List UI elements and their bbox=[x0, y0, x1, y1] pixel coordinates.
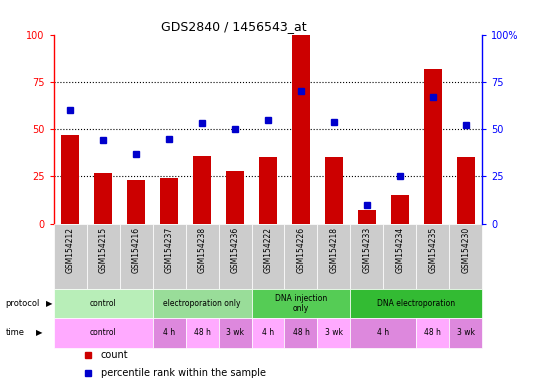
Bar bbox=[317, 223, 351, 289]
Bar bbox=[457, 157, 475, 223]
Bar bbox=[219, 318, 251, 348]
Bar bbox=[251, 223, 285, 289]
Bar bbox=[416, 318, 449, 348]
Text: control: control bbox=[90, 328, 116, 338]
Bar bbox=[54, 318, 153, 348]
Title: GDS2840 / 1456543_at: GDS2840 / 1456543_at bbox=[161, 20, 307, 33]
Text: GSM154222: GSM154222 bbox=[264, 227, 272, 273]
Bar bbox=[185, 318, 219, 348]
Bar bbox=[325, 157, 343, 223]
Text: 3 wk: 3 wk bbox=[457, 328, 475, 338]
Text: 3 wk: 3 wk bbox=[226, 328, 244, 338]
Bar bbox=[292, 35, 310, 223]
Bar bbox=[351, 223, 383, 289]
Text: GSM154237: GSM154237 bbox=[165, 227, 174, 273]
Text: ▶: ▶ bbox=[46, 299, 52, 308]
Bar bbox=[351, 289, 482, 318]
Bar bbox=[358, 210, 376, 223]
Text: 48 h: 48 h bbox=[425, 328, 441, 338]
Text: electroporation only: electroporation only bbox=[163, 299, 241, 308]
Bar bbox=[193, 156, 211, 223]
Text: GSM154235: GSM154235 bbox=[428, 227, 437, 273]
Text: 48 h: 48 h bbox=[193, 328, 211, 338]
Text: GSM154212: GSM154212 bbox=[65, 227, 75, 273]
Bar bbox=[54, 223, 87, 289]
Text: protocol: protocol bbox=[5, 299, 40, 308]
Text: GSM154230: GSM154230 bbox=[461, 227, 471, 273]
Bar bbox=[383, 223, 416, 289]
Bar bbox=[54, 289, 153, 318]
Bar bbox=[424, 69, 442, 223]
Text: DNA injection
only: DNA injection only bbox=[275, 294, 327, 313]
Bar bbox=[351, 318, 416, 348]
Bar bbox=[251, 289, 351, 318]
Text: 4 h: 4 h bbox=[262, 328, 274, 338]
Text: ▶: ▶ bbox=[36, 328, 43, 338]
Bar bbox=[127, 180, 145, 223]
Bar bbox=[153, 223, 185, 289]
Text: GSM154226: GSM154226 bbox=[296, 227, 306, 273]
Bar bbox=[153, 318, 185, 348]
Text: GSM154215: GSM154215 bbox=[99, 227, 108, 273]
Bar bbox=[219, 223, 251, 289]
Bar bbox=[449, 223, 482, 289]
Text: GSM154233: GSM154233 bbox=[362, 227, 371, 273]
Bar bbox=[87, 223, 120, 289]
Bar bbox=[285, 318, 317, 348]
Bar bbox=[251, 318, 285, 348]
Text: time: time bbox=[5, 328, 24, 338]
Text: GSM154216: GSM154216 bbox=[131, 227, 140, 273]
Text: 3 wk: 3 wk bbox=[325, 328, 343, 338]
Text: 48 h: 48 h bbox=[293, 328, 309, 338]
Bar bbox=[160, 178, 178, 223]
Text: GSM154236: GSM154236 bbox=[230, 227, 240, 273]
Bar bbox=[449, 318, 482, 348]
Text: 4 h: 4 h bbox=[163, 328, 175, 338]
Bar bbox=[226, 170, 244, 223]
Text: percentile rank within the sample: percentile rank within the sample bbox=[101, 368, 266, 378]
Text: count: count bbox=[101, 350, 129, 360]
Bar bbox=[94, 172, 112, 223]
Text: DNA electroporation: DNA electroporation bbox=[377, 299, 456, 308]
Text: GSM154234: GSM154234 bbox=[396, 227, 405, 273]
Bar bbox=[61, 135, 79, 223]
Bar bbox=[259, 157, 277, 223]
Bar bbox=[317, 318, 351, 348]
Bar bbox=[185, 223, 219, 289]
Bar bbox=[120, 223, 153, 289]
Bar bbox=[285, 223, 317, 289]
Bar bbox=[416, 223, 449, 289]
Text: 4 h: 4 h bbox=[377, 328, 390, 338]
Bar bbox=[153, 289, 251, 318]
Text: control: control bbox=[90, 299, 116, 308]
Text: GSM154218: GSM154218 bbox=[330, 227, 338, 273]
Text: GSM154238: GSM154238 bbox=[198, 227, 206, 273]
Bar bbox=[391, 195, 409, 223]
